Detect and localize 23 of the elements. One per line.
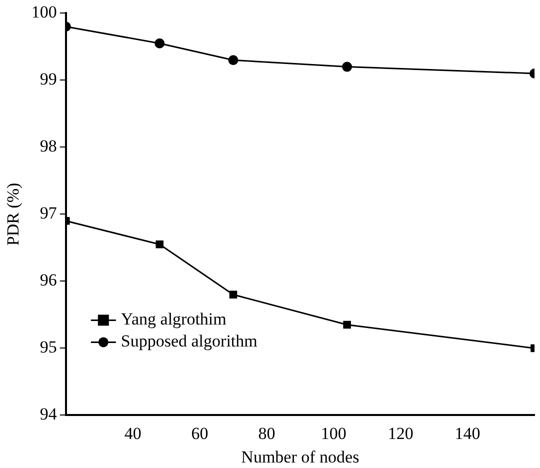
point xyxy=(156,240,164,248)
y-tick-label: 97 xyxy=(40,204,58,223)
y-axis-title: PDR (%) xyxy=(4,182,23,246)
x-tick-label: 120 xyxy=(388,424,414,443)
point xyxy=(228,55,238,66)
y-tick-label: 100 xyxy=(31,2,57,22)
x-tick-label: 40 xyxy=(124,424,142,443)
point xyxy=(342,62,352,72)
x-tick-label: 60 xyxy=(191,424,208,443)
y-tick-label: 96 xyxy=(40,270,57,290)
x-axis-title: Number of nodes xyxy=(241,447,360,466)
point xyxy=(154,38,165,48)
y-tick-label: 94 xyxy=(40,404,58,424)
y-tick-label: 95 xyxy=(40,338,57,357)
point xyxy=(229,290,238,298)
y-tick-label: 98 xyxy=(40,136,57,156)
point xyxy=(343,320,351,329)
x-tick-label: 100 xyxy=(320,424,346,443)
y-tick-label: 99 xyxy=(40,70,57,89)
legend-label: Supposed algorithm xyxy=(120,332,258,351)
x-tick-label: 80 xyxy=(258,424,276,443)
legend-label: Yang algrothim xyxy=(120,310,226,329)
x-tick-label: 140 xyxy=(454,424,480,443)
